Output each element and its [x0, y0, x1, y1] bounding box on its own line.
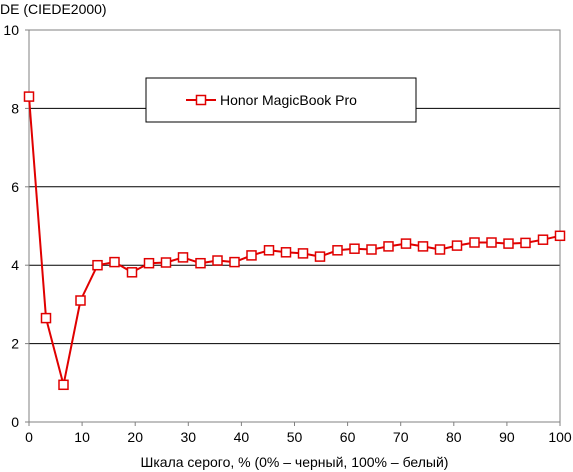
y-axis-title: DE (CIEDE2000)	[0, 1, 107, 17]
x-axis-title: Шкала серого, % (0% – черный, 100% – бел…	[141, 454, 449, 470]
data-point	[195, 257, 206, 269]
legend-marker-swatch	[195, 94, 207, 106]
data-point	[520, 237, 531, 249]
data-point	[40, 312, 52, 324]
y-axis-ticks: 0 2 4 6 8 10	[3, 22, 29, 430]
y-tick-label: 10	[3, 22, 19, 38]
x-tick-label: 10	[74, 429, 90, 445]
data-point	[23, 91, 35, 102]
x-tick-label: 60	[340, 429, 356, 445]
x-tick-label: 0	[25, 429, 33, 445]
data-point	[314, 251, 326, 262]
data-point	[58, 379, 69, 391]
x-tick-label: 30	[181, 429, 197, 445]
data-point	[229, 256, 240, 268]
data-point	[109, 256, 120, 268]
x-tick-label: 80	[446, 429, 462, 445]
series-line	[28, 96, 561, 386]
y-tick-label: 2	[11, 336, 19, 352]
y-tick-label: 4	[11, 257, 19, 273]
data-point	[503, 238, 514, 249]
data-point	[486, 237, 497, 248]
legend-label: Honor MagicBook Pro	[220, 92, 357, 108]
data-point	[75, 295, 86, 306]
data-point	[160, 257, 172, 268]
data-point	[349, 243, 360, 254]
data-point	[469, 237, 480, 248]
data-point	[280, 247, 292, 258]
data-point	[451, 240, 463, 251]
data-point	[332, 245, 343, 256]
data-point	[263, 245, 275, 256]
data-point	[383, 241, 394, 252]
series-layer	[23, 91, 566, 391]
data-point	[417, 241, 429, 252]
x-tick-label: 70	[393, 429, 409, 445]
grid-lines	[29, 107, 560, 345]
data-point	[212, 255, 223, 266]
data-point	[246, 250, 257, 261]
x-tick-label: 40	[234, 429, 250, 445]
x-tick-label: 90	[499, 429, 515, 445]
x-axis-ticks: 0 10 20 30 40 50 60 70 80 90 100	[25, 422, 572, 445]
legend: Honor MagicBook Pro	[145, 77, 417, 123]
y-tick-label: 6	[11, 179, 19, 195]
data-point	[366, 244, 377, 255]
data-point	[126, 267, 138, 278]
data-point	[92, 259, 103, 271]
data-point	[143, 257, 155, 269]
y-tick-label: 8	[11, 100, 19, 116]
data-point	[554, 230, 566, 242]
y-tick-label: 0	[11, 414, 19, 430]
x-tick-label: 20	[127, 429, 143, 445]
data-point	[177, 252, 189, 263]
x-tick-label: 50	[287, 429, 303, 445]
data-point	[434, 244, 446, 255]
data-point	[537, 234, 549, 245]
data-point	[297, 248, 309, 259]
data-point	[400, 238, 412, 249]
x-tick-label: 100	[548, 429, 572, 445]
